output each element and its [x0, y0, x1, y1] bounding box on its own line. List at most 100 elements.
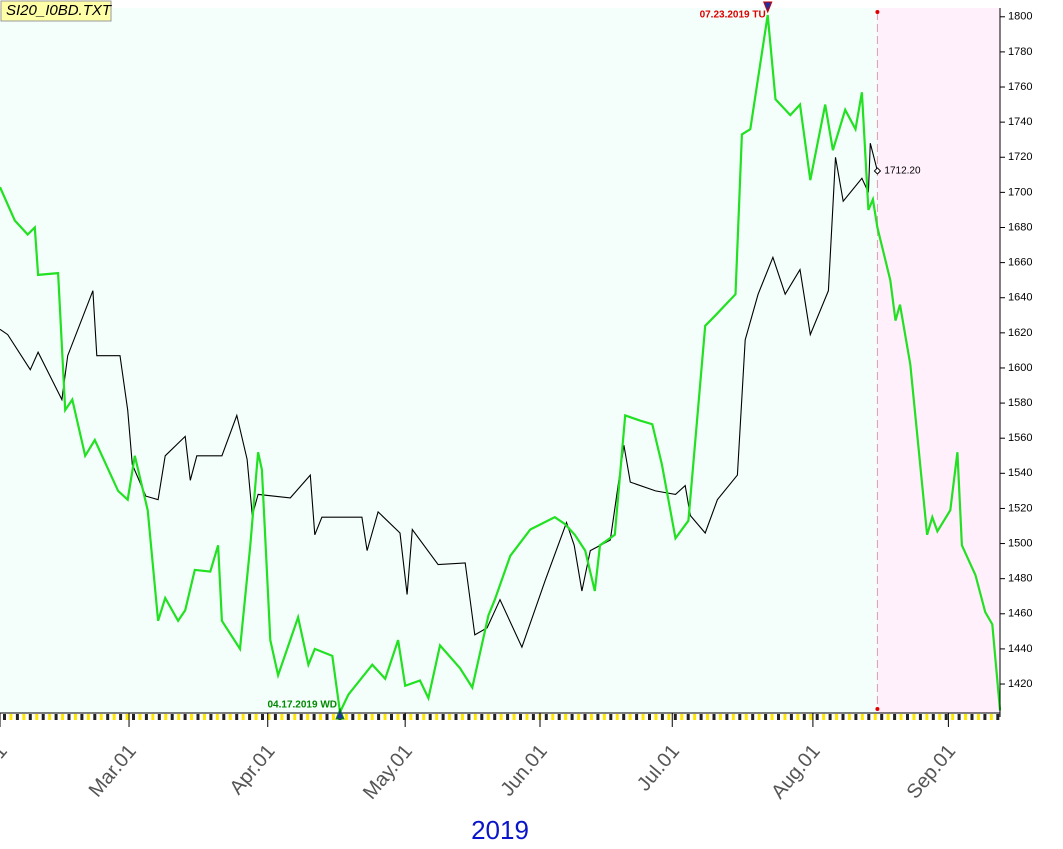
x-minor-tick — [228, 714, 232, 720]
annotation: 07.23.2019 TU — [700, 10, 766, 21]
x-minor-tick — [757, 714, 761, 720]
x-minor-tick — [144, 714, 148, 720]
x-minor-tick — [157, 714, 161, 720]
low-marker — [335, 707, 345, 720]
x-minor-tick — [273, 714, 277, 720]
y-tick-label: 1600 — [1008, 362, 1032, 374]
x-minor-tick — [931, 714, 935, 720]
x-minor-tick — [570, 714, 574, 720]
x-minor-tick — [22, 714, 26, 720]
x-minor-tick — [61, 714, 65, 720]
x-minor-tick — [67, 714, 71, 720]
x-minor-tick — [886, 714, 890, 720]
x-minor-tick — [506, 714, 510, 720]
x-minor-tick — [370, 714, 374, 720]
x-minor-tick — [15, 714, 19, 720]
x-minor-tick — [706, 714, 710, 720]
x-minor-tick — [602, 714, 606, 720]
x-tick-label: Mar.01 — [85, 740, 141, 801]
x-minor-tick — [177, 714, 181, 720]
x-minor-tick — [99, 714, 103, 720]
plot-area — [0, 8, 1000, 713]
x-minor-tick — [635, 714, 639, 720]
x-minor-tick — [467, 714, 471, 720]
x-minor-tick — [641, 714, 645, 720]
divider-dot — [875, 707, 880, 711]
x-minor-tick — [351, 714, 355, 720]
x-minor-tick — [202, 714, 206, 720]
x-minor-tick — [841, 714, 845, 720]
x-minor-tick — [402, 714, 406, 720]
annotation: 04.17.2019 WD — [268, 700, 338, 711]
x-minor-tick — [93, 714, 97, 720]
y-tick-label: 1480 — [1008, 573, 1032, 585]
y-tick-label: 1740 — [1008, 116, 1032, 128]
x-minor-tick — [951, 714, 955, 720]
x-minor-tick — [777, 714, 780, 720]
y-tick-label: 1660 — [1008, 257, 1032, 269]
x-minor-tick — [73, 714, 77, 720]
x-minor-tick — [383, 714, 387, 720]
x-minor-tick — [170, 714, 174, 720]
y-tick-label: 1460 — [1008, 608, 1032, 620]
x-minor-tick — [119, 714, 123, 720]
x-minor-tick — [54, 714, 58, 720]
y-tick-label: 1440 — [1008, 643, 1032, 655]
x-minor-tick — [364, 714, 368, 720]
x-minor-tick — [454, 714, 458, 720]
x-minor-tick — [499, 714, 503, 720]
y-tick-label: 1700 — [1008, 186, 1032, 198]
chart-title: SI20_I0BD.TXT — [6, 2, 113, 19]
x-minor-tick — [254, 714, 258, 720]
x-minor-tick — [693, 714, 697, 720]
x-minor-tick — [293, 714, 297, 720]
x-minor-tick — [783, 714, 787, 720]
x-minor-tick — [164, 714, 168, 720]
x-minor-tick — [822, 714, 826, 720]
x-minor-tick — [564, 714, 568, 720]
x-minor-tick — [106, 714, 110, 720]
x-minor-tick — [299, 714, 303, 720]
x-minor-tick — [428, 714, 432, 720]
y-tick-label: 1580 — [1008, 397, 1032, 409]
x-minor-tick — [899, 714, 903, 720]
x-minor-tick — [396, 714, 400, 720]
x-tick-label: Aug.01 — [767, 740, 825, 803]
x-minor-tick — [802, 714, 806, 720]
x-minor-tick — [964, 714, 968, 720]
x-tick-label: May.01 — [359, 740, 417, 803]
x-minor-tick — [976, 714, 980, 720]
x-minor-tick — [918, 714, 922, 720]
x-minor-tick — [609, 714, 613, 720]
x-tick-label: Jul.01 — [633, 740, 684, 795]
x-minor-tick — [9, 714, 13, 720]
x-minor-tick — [551, 714, 555, 720]
x-minor-tick — [957, 714, 961, 720]
x-minor-tick — [860, 714, 864, 720]
x-minor-tick — [151, 714, 155, 720]
x-minor-tick — [744, 714, 748, 720]
x-minor-tick — [435, 714, 439, 720]
x-minor-tick — [125, 714, 129, 720]
x-minor-tick — [673, 714, 677, 720]
x-minor-tick — [996, 714, 1000, 720]
x-minor-tick — [286, 714, 290, 720]
x-minor-tick — [235, 714, 239, 720]
x-minor-tick — [325, 714, 329, 720]
x-minor-tick — [880, 714, 884, 720]
x-minor-tick — [3, 714, 6, 720]
x-minor-tick — [828, 714, 832, 720]
x-minor-tick — [357, 714, 361, 720]
x-minor-tick — [577, 714, 581, 720]
x-minor-tick — [196, 714, 200, 720]
x-minor-tick — [112, 714, 116, 720]
x-minor-tick — [80, 714, 84, 720]
x-minor-tick — [35, 714, 39, 720]
x-minor-tick — [267, 714, 271, 720]
x-minor-tick — [835, 714, 839, 720]
x-minor-tick — [699, 714, 703, 720]
x-minor-tick — [667, 714, 671, 720]
x-minor-tick — [938, 714, 942, 720]
x-minor-tick — [686, 714, 690, 720]
